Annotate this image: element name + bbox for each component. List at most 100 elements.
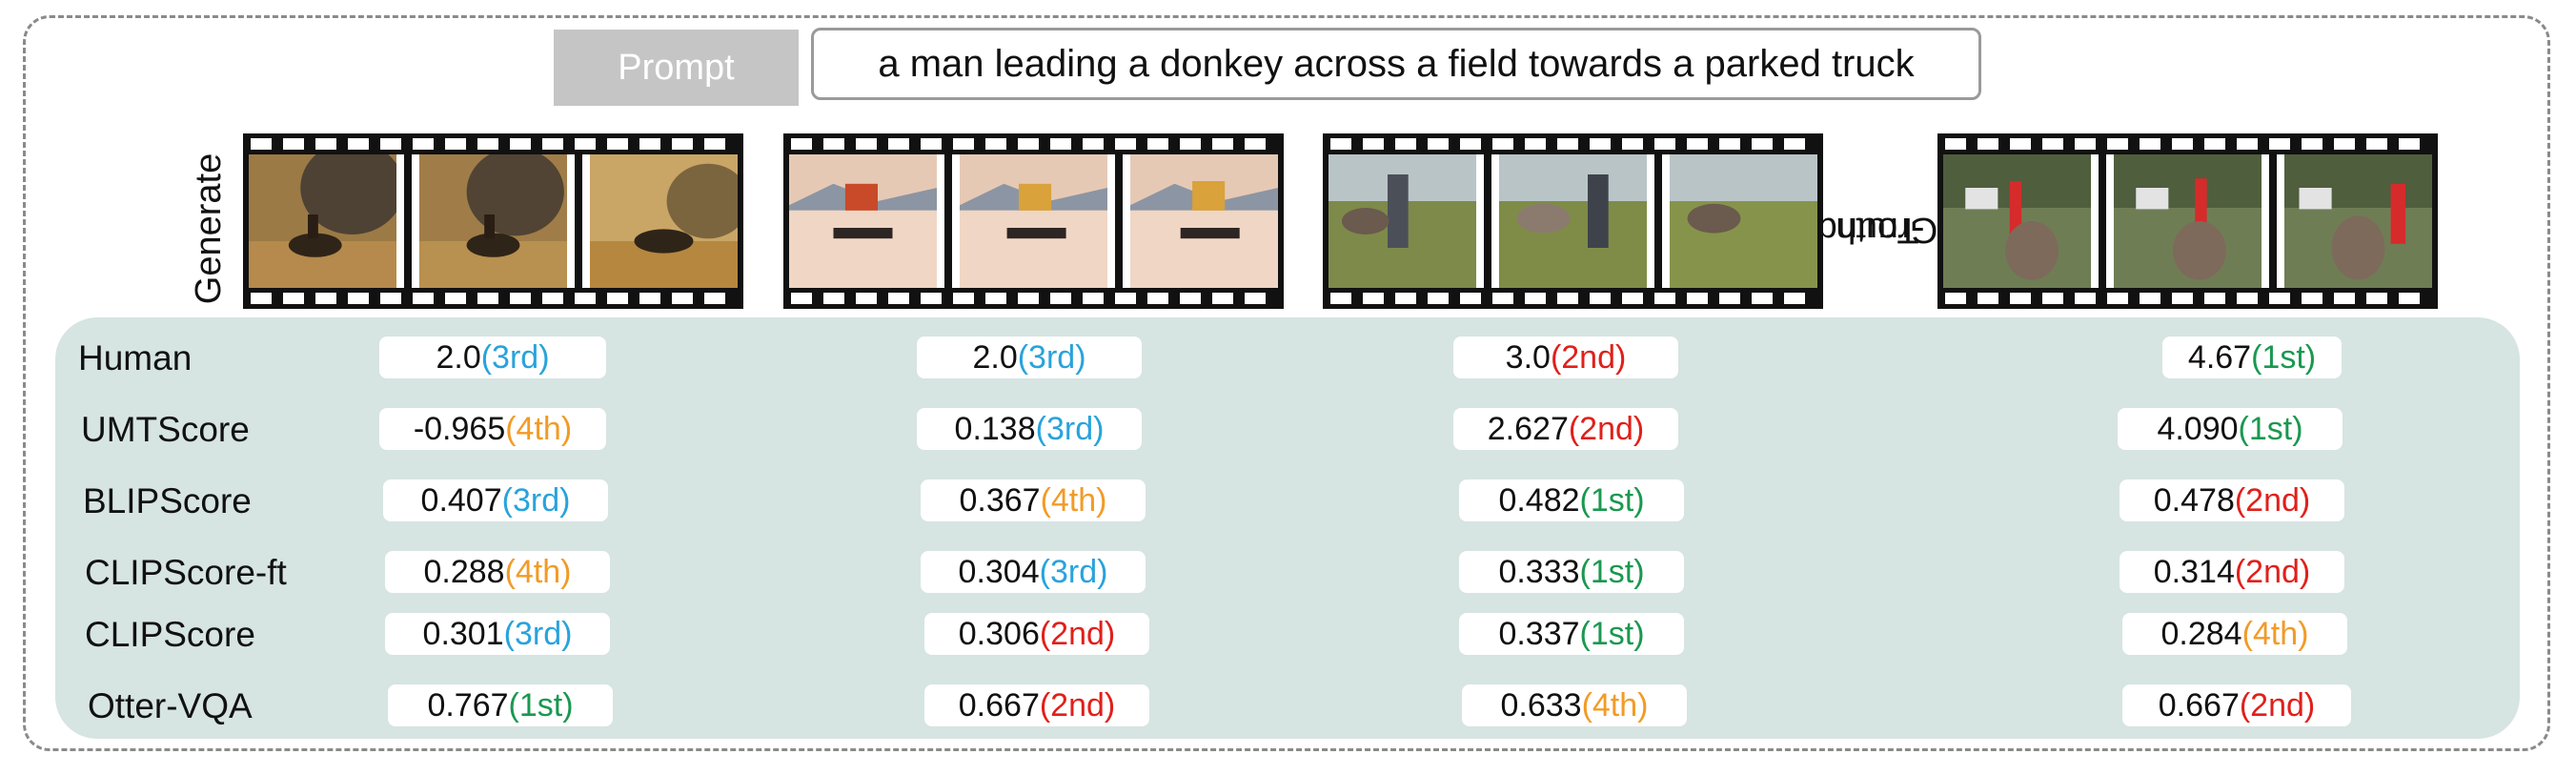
- video-frame: [1130, 154, 1278, 288]
- score-cell: 0.284 (4th): [2122, 613, 2347, 655]
- score-value: 0.337: [1498, 615, 1580, 652]
- metric-label: CLIPScore-ft: [85, 553, 287, 592]
- score-rank: (2nd): [1039, 686, 1116, 724]
- score-rank: (3rd): [501, 481, 571, 519]
- score-value: 0.301: [422, 615, 504, 652]
- metric-label: Otter-VQA: [88, 686, 253, 725]
- score-cell: -0.965 (4th): [379, 408, 606, 450]
- video-frame: [2114, 154, 2262, 288]
- score-value: 3.0: [1505, 338, 1551, 376]
- score-rank: (2nd): [2234, 553, 2311, 590]
- video-frame: [249, 141, 404, 288]
- film-strip-video-3: [1323, 133, 1823, 309]
- score-rank: (2nd): [1550, 338, 1627, 376]
- score-rank: (1st): [1579, 481, 1645, 519]
- score-cell: 0.138 (3rd): [917, 408, 1142, 450]
- score-cell: 0.767 (1st): [388, 684, 613, 726]
- score-cell: 0.304 (3rd): [921, 551, 1146, 593]
- metric-label: Human: [78, 338, 193, 377]
- score-value: 0.633: [1500, 686, 1582, 724]
- score-value: -0.965: [413, 410, 506, 447]
- score-rank: (3rd): [1035, 410, 1105, 447]
- score-rank: (2nd): [2239, 686, 2316, 724]
- film-strip-video-2: [783, 133, 1284, 309]
- score-rank: (1st): [2238, 410, 2303, 447]
- score-cell: 0.482 (1st): [1459, 479, 1684, 521]
- score-value: 0.667: [958, 686, 1040, 724]
- score-cell: 0.333 (1st): [1459, 551, 1684, 593]
- video-frame: [1943, 154, 2091, 288]
- video-frame: [2284, 154, 2432, 288]
- ground-truth-label: Ground Truth: [1816, 209, 1938, 250]
- score-cell: 0.667 (2nd): [2122, 684, 2351, 726]
- score-rank: (4th): [505, 410, 573, 447]
- score-value: 0.304: [958, 553, 1040, 590]
- score-rank: (3rd): [1017, 338, 1086, 376]
- video-frame: [1329, 154, 1476, 288]
- video-frame: [960, 154, 1107, 288]
- score-value: 0.314: [2153, 553, 2235, 590]
- score-cell: 4.090 (1st): [2118, 408, 2343, 450]
- score-rank: (2nd): [1568, 410, 1645, 447]
- score-cell: 0.306 (2nd): [924, 613, 1149, 655]
- score-cell: 0.301 (3rd): [385, 613, 610, 655]
- score-value: 0.767: [427, 686, 509, 724]
- score-rank: (1st): [2251, 338, 2317, 376]
- score-cell: 0.367 (4th): [921, 479, 1146, 521]
- score-rank: (3rd): [480, 338, 550, 376]
- score-cell: 2.627 (2nd): [1453, 408, 1678, 450]
- score-value: 0.333: [1498, 553, 1580, 590]
- score-cell: 2.0 (3rd): [379, 337, 606, 378]
- prompt-label: Prompt: [554, 30, 799, 106]
- score-rank: (4th): [2241, 615, 2309, 652]
- video-frame: [419, 148, 567, 288]
- video-frame: [1499, 154, 1647, 288]
- score-rank: (2nd): [2234, 481, 2311, 519]
- score-value: 0.478: [2153, 481, 2235, 519]
- score-cell: 4.67 (1st): [2162, 337, 2342, 378]
- score-value: 0.138: [954, 410, 1036, 447]
- score-value: 0.306: [958, 615, 1040, 652]
- metric-label: BLIPScore: [83, 481, 252, 520]
- score-value: 2.0: [972, 338, 1018, 376]
- score-rank: (1st): [1579, 615, 1645, 652]
- score-rank: (4th): [1581, 686, 1649, 724]
- score-value: 0.367: [959, 481, 1041, 519]
- score-value: 0.407: [420, 481, 502, 519]
- score-rank: (3rd): [503, 615, 573, 652]
- score-cell: 0.337 (1st): [1459, 613, 1684, 655]
- score-cell: 0.478 (2nd): [2120, 479, 2344, 521]
- generate-label: Generate: [189, 153, 230, 305]
- scores-panel: [55, 317, 2520, 739]
- film-strip-video-1: [243, 133, 750, 309]
- score-rank: (2nd): [1039, 615, 1116, 652]
- score-value: 4.67: [2187, 338, 2252, 376]
- score-value: 2.0: [436, 338, 481, 376]
- score-rank: (3rd): [1039, 553, 1108, 590]
- score-cell: 2.0 (3rd): [917, 337, 1142, 378]
- video-frame: [1670, 154, 1817, 288]
- score-value: 4.090: [2157, 410, 2239, 447]
- score-value: 0.667: [2158, 686, 2240, 724]
- film-strip-ground-truth: [1937, 133, 2438, 309]
- prompt-text: a man leading a donkey across a field to…: [811, 28, 1981, 100]
- video-frame: [789, 154, 937, 288]
- score-cell: 0.633 (4th): [1462, 684, 1687, 726]
- score-value: 0.284: [2160, 615, 2242, 652]
- metric-label: UMTScore: [81, 410, 250, 449]
- score-cell: 0.314 (2nd): [2120, 551, 2344, 593]
- score-rank: (1st): [1579, 553, 1645, 590]
- score-rank: (1st): [508, 686, 574, 724]
- video-frame: [590, 154, 750, 288]
- score-rank: (4th): [1040, 481, 1107, 519]
- score-cell: 0.667 (2nd): [924, 684, 1149, 726]
- score-cell: 0.288 (4th): [385, 551, 610, 593]
- score-cell: 0.407 (3rd): [383, 479, 608, 521]
- score-value: 0.288: [423, 553, 505, 590]
- score-rank: (4th): [504, 553, 572, 590]
- metric-label: CLIPScore: [85, 615, 255, 654]
- dashed-border-frame: [23, 15, 2550, 751]
- score-cell: 3.0 (2nd): [1453, 337, 1678, 378]
- score-value: 2.627: [1487, 410, 1569, 447]
- score-value: 0.482: [1498, 481, 1580, 519]
